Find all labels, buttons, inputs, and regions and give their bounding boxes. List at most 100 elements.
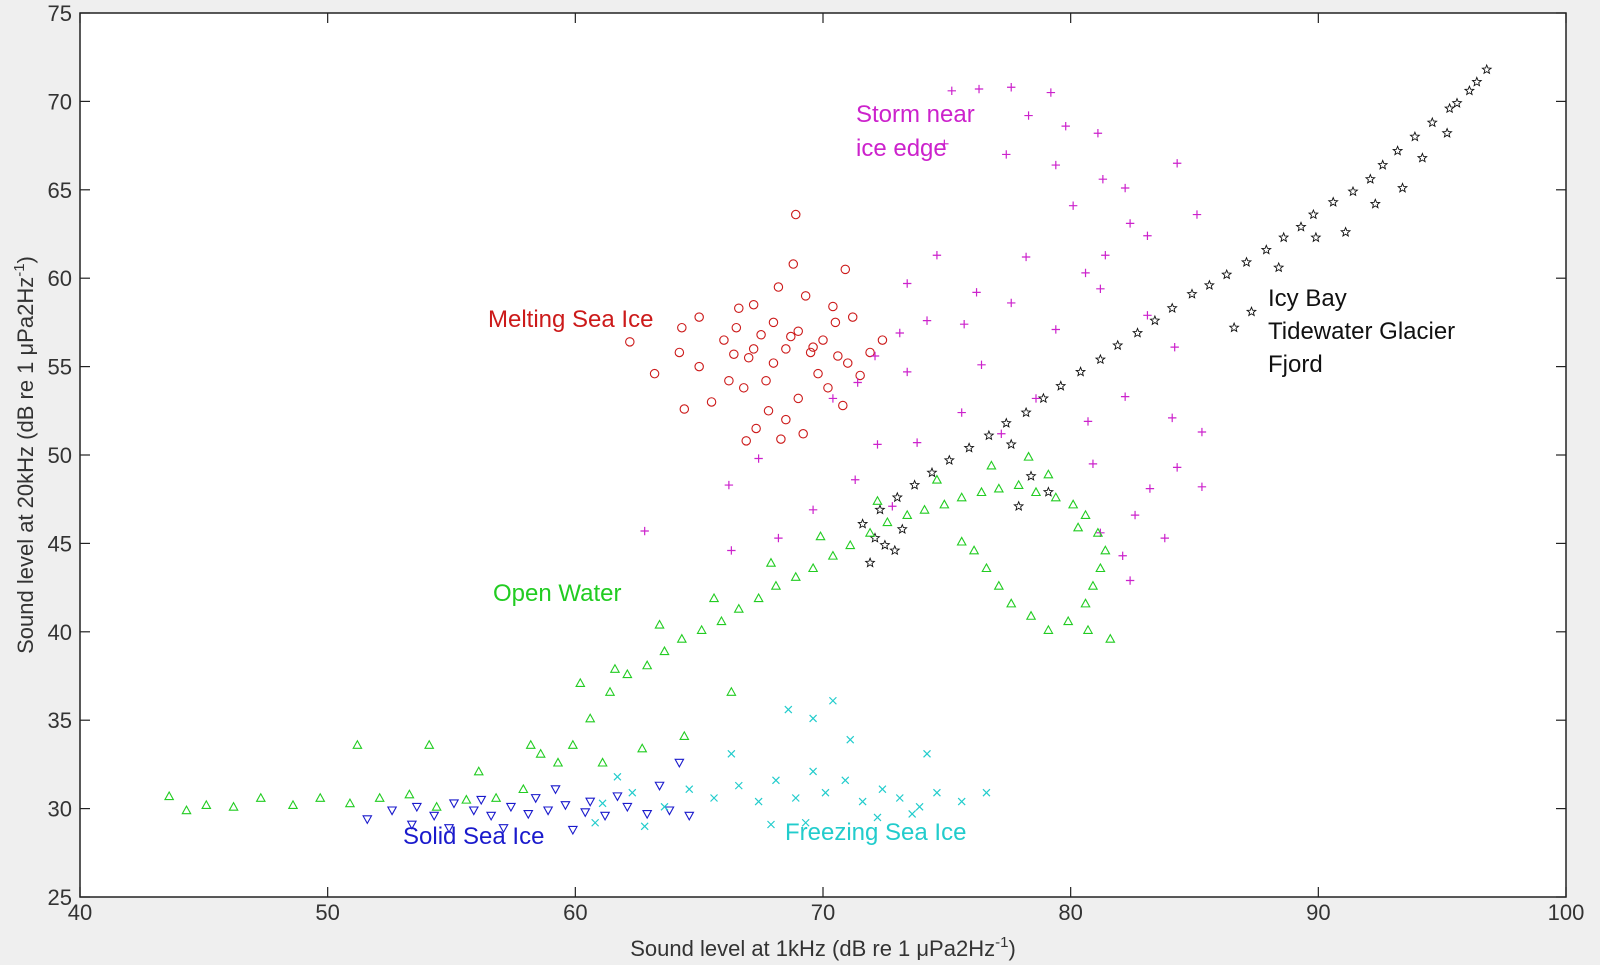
data-point: [1088, 459, 1098, 469]
data-point: [850, 475, 860, 484]
data-point: [654, 781, 665, 791]
data-point: [1451, 97, 1463, 108]
data-point: [724, 480, 734, 490]
data-point: [637, 743, 648, 753]
data-point: [622, 668, 633, 679]
data-point: [838, 400, 848, 411]
data-point: [315, 792, 326, 802]
data-point: [1278, 231, 1290, 243]
data-point: [505, 802, 517, 813]
data-point: [604, 686, 616, 696]
data-point: [878, 785, 887, 794]
data-point: [1481, 63, 1493, 75]
annotation-line: Freezing Sea Ice: [785, 819, 966, 846]
data-point: [933, 788, 941, 797]
data-point: [874, 503, 886, 515]
data-point: [406, 820, 418, 830]
data-point: [912, 438, 922, 447]
data-point: [659, 645, 670, 656]
data-point: [767, 820, 775, 829]
annotation-line: Fjord: [1268, 351, 1323, 378]
annotation-line: Solid Sea Ice: [403, 823, 544, 850]
data-point: [1168, 413, 1177, 423]
data-point: [694, 361, 704, 372]
data-point: [1083, 417, 1093, 426]
data-point: [1273, 261, 1285, 273]
data-point: [768, 358, 779, 368]
data-point: [352, 739, 363, 749]
data-point: [903, 279, 912, 288]
data-point: [1021, 252, 1031, 262]
data-point: [833, 351, 843, 361]
data-point: [708, 592, 720, 603]
data-point: [808, 505, 818, 515]
data-point: [909, 479, 921, 490]
data-point: [1096, 284, 1105, 294]
data-point: [873, 813, 882, 822]
data-point: [640, 526, 649, 536]
data-point: [763, 406, 774, 416]
data-point: [798, 429, 808, 439]
data-point: [800, 291, 811, 301]
data-point: [983, 429, 995, 441]
data-point: [1444, 102, 1456, 114]
data-point: [1013, 479, 1024, 489]
annotations: Storm near ice edge Melting Sea Ice Icy Bay…: [403, 101, 1455, 850]
data-point: [922, 316, 932, 325]
data-point: [1051, 325, 1061, 334]
data-point: [1170, 342, 1179, 352]
data-point: [765, 557, 777, 567]
data-point: [982, 788, 991, 797]
data-point: [1082, 624, 1094, 634]
x-tick-label: 80: [1058, 900, 1082, 925]
data-point: [411, 802, 422, 813]
data-point: [448, 799, 460, 809]
data-point: [362, 815, 373, 825]
data-point: [756, 330, 766, 340]
data-point: [719, 335, 729, 345]
data-point: [781, 344, 791, 354]
data-point: [895, 794, 904, 802]
data-point: [882, 516, 893, 527]
data-point: [733, 603, 744, 613]
data-point: [628, 788, 637, 797]
data-point: [1092, 527, 1104, 537]
data-point: [818, 335, 828, 345]
data-point: [685, 785, 694, 794]
data-point: [461, 794, 472, 804]
data-point: [1192, 210, 1202, 219]
data-point: [1186, 288, 1198, 299]
data-point: [896, 523, 908, 534]
data-point: [1377, 159, 1389, 170]
data-point: [523, 809, 534, 820]
data-point: [1369, 198, 1381, 209]
data-point: [374, 792, 385, 802]
data-point: [791, 209, 801, 220]
data-point: [1340, 226, 1352, 238]
data-point: [1042, 486, 1054, 497]
data-point: [931, 474, 943, 484]
data-point: [1043, 624, 1054, 634]
data-point: [1063, 615, 1074, 626]
data-point: [877, 335, 888, 345]
y-tick-label: 60: [48, 266, 72, 291]
data-point: [748, 344, 759, 354]
data-point: [404, 789, 415, 799]
data-point: [694, 312, 704, 322]
data-point: [386, 806, 398, 816]
data-point: [1007, 298, 1016, 308]
data-point: [1025, 610, 1037, 620]
data-point: [773, 282, 784, 292]
data-point: [591, 818, 600, 827]
data-point: [828, 394, 838, 403]
y-tick-label: 70: [48, 89, 72, 114]
data-point: [1020, 406, 1032, 418]
data-point: [609, 663, 621, 673]
data-point: [642, 660, 653, 670]
data-point: [530, 794, 541, 804]
data-point: [498, 824, 509, 834]
data-point: [1051, 160, 1061, 170]
series-storm-near-ice-edge: [640, 83, 1207, 585]
data-point: [255, 792, 266, 802]
